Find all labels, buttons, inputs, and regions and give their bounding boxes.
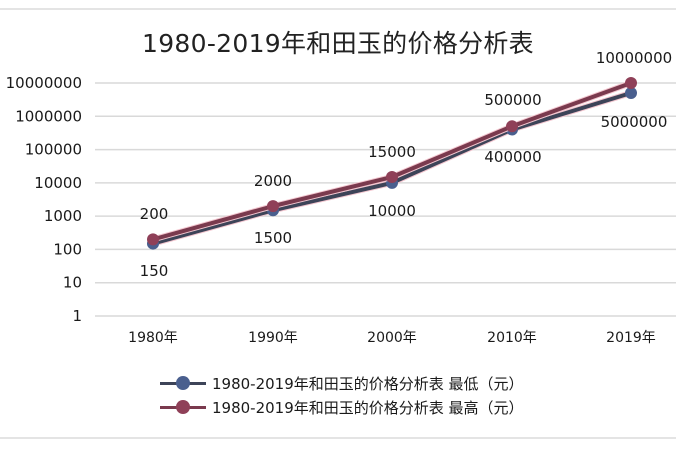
data-label-low: 1500	[254, 229, 292, 247]
data-label-high: 15000	[368, 143, 416, 161]
chart-title: 1980-2019年和田玉的价格分析表	[142, 29, 534, 58]
y-tick-label: 1000000	[15, 107, 82, 125]
x-tick-label: 1990年	[248, 330, 298, 346]
x-tick-label: 2000年	[367, 330, 417, 346]
legend-high-label: 1980-2019年和田玉的价格分析表 最高（元）	[212, 398, 524, 417]
data-series	[147, 77, 637, 250]
data-label-low: 400000	[484, 148, 541, 166]
bottom-border	[0, 437, 676, 439]
y-tick-label: 100	[53, 240, 82, 258]
y-tick-label: 10000	[34, 174, 82, 192]
data-point-marker[interactable]	[625, 87, 637, 100]
legend-high-marker-icon	[158, 399, 208, 415]
data-label-low: 5000000	[601, 113, 668, 131]
data-point-marker[interactable]	[386, 170, 398, 183]
data-point-marker[interactable]	[147, 233, 159, 246]
legend: 1980-2019年和田玉的价格分析表 最低（元） 1980-2019年和田玉的…	[158, 371, 524, 419]
data-label-low: 150	[140, 262, 169, 280]
y-tick-label: 100000	[25, 141, 82, 159]
x-tick-label: 1980年	[128, 330, 178, 346]
x-tick-label: 2010年	[487, 330, 537, 346]
y-tick-label: 10000000	[6, 74, 82, 92]
data-label-high: 2000	[254, 172, 292, 190]
data-label-high: 500000	[484, 91, 541, 109]
data-label-high: 200	[140, 205, 169, 223]
data-point-marker[interactable]	[625, 77, 637, 89]
data-point-marker[interactable]	[506, 120, 518, 133]
data-label-low: 10000	[368, 202, 416, 220]
data-labels: 200 2000 15000 500000 10000000 150 1500 10000 40…	[140, 49, 673, 280]
legend-low-marker-icon	[158, 375, 208, 391]
legend-item-low[interactable]: 1980-2019年和田玉的价格分析表 最低（元）	[158, 371, 524, 395]
legend-low-label: 1980-2019年和田玉的价格分析表 最低（元）	[212, 374, 524, 393]
y-axis-labels: 10000000 1000000 100000 10000 1000 100 10 1	[6, 74, 82, 325]
top-border	[0, 8, 676, 10]
y-tick-label: 10	[63, 274, 82, 292]
y-tick-label: 1	[72, 307, 82, 325]
x-tick-label: 2019年	[606, 330, 656, 346]
x-axis-labels: 1980年 1990年 2000年 2010年 2019年	[128, 330, 656, 346]
data-label-high: 10000000	[596, 49, 672, 67]
data-point-marker[interactable]	[267, 200, 279, 213]
legend-item-high[interactable]: 1980-2019年和田玉的价格分析表 最高（元）	[158, 395, 524, 419]
gridlines	[95, 82, 676, 317]
y-tick-label: 1000	[44, 207, 82, 225]
